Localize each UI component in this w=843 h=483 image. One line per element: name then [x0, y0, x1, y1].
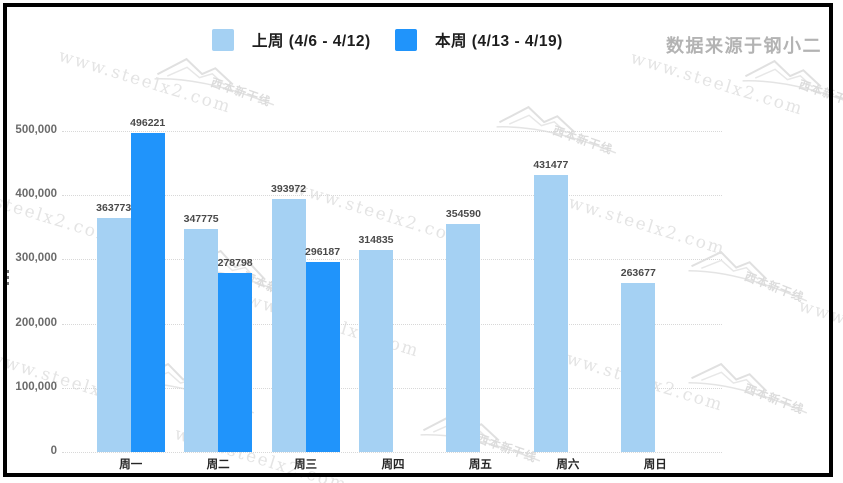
bar-value-label: 354590	[445, 208, 481, 221]
bar-value-label: 296187	[305, 245, 341, 258]
bar-last-week-周三[interactable]	[271, 199, 306, 452]
x-axis-label-周六: 周六	[556, 459, 580, 471]
x-axis-label-周二: 周二	[206, 459, 230, 471]
bar-value-label: 363773	[96, 202, 132, 215]
x-axis-label-周四: 周四	[381, 459, 405, 471]
bar-this-week-周三[interactable]	[305, 261, 340, 452]
x-axis-label-周三: 周三	[294, 459, 318, 471]
legend-item-this-week[interactable]: 本周 (4/13 - 4/19)	[395, 29, 563, 51]
gridline-400,000	[62, 195, 722, 197]
gridline-500,000	[62, 131, 722, 132]
x-axis-label-周一: 周一	[119, 459, 143, 471]
bar-last-week-周一[interactable]	[96, 218, 131, 452]
legend-label-last-week: 上周 (4/6 - 4/12)	[252, 33, 371, 50]
bar-value-label: 314835	[358, 233, 394, 246]
bar-last-week-周日[interactable]	[621, 282, 656, 452]
bar-last-week-周六[interactable]	[533, 174, 568, 452]
legend-item-last-week[interactable]: 上周 (4/6 - 4/12)	[212, 29, 371, 51]
bar-value-label: 263677	[620, 266, 656, 279]
bar-value-label: 496221	[130, 117, 166, 130]
y-axis-tick-label: 200,000	[15, 316, 57, 329]
legend-swatch-last-week	[212, 29, 234, 51]
y-axis-tick-label: 0	[50, 445, 57, 457]
x-axis-label-周日: 周日	[643, 459, 667, 471]
bar-value-label: 393972	[271, 183, 307, 196]
y-axis-tick-label: 500,000	[15, 124, 57, 136]
bar-value-label: 431477	[533, 158, 569, 171]
x-axis-label-周五: 周五	[468, 459, 492, 471]
gridline-0	[62, 452, 722, 453]
legend-label-this-week: 本周 (4/13 - 4/19)	[435, 33, 563, 50]
bar-last-week-周四[interactable]	[359, 249, 393, 452]
y-axis-tick-label: 300,000	[15, 252, 57, 265]
legend-swatch-this-week	[395, 29, 417, 51]
y-axis-tick-label: 100,000	[15, 380, 57, 393]
data-source-attribution: 数据来源于钢小二	[666, 36, 822, 56]
bar-value-label: 347775	[183, 212, 219, 225]
y-axis-tick-label: 400,000	[15, 188, 57, 201]
